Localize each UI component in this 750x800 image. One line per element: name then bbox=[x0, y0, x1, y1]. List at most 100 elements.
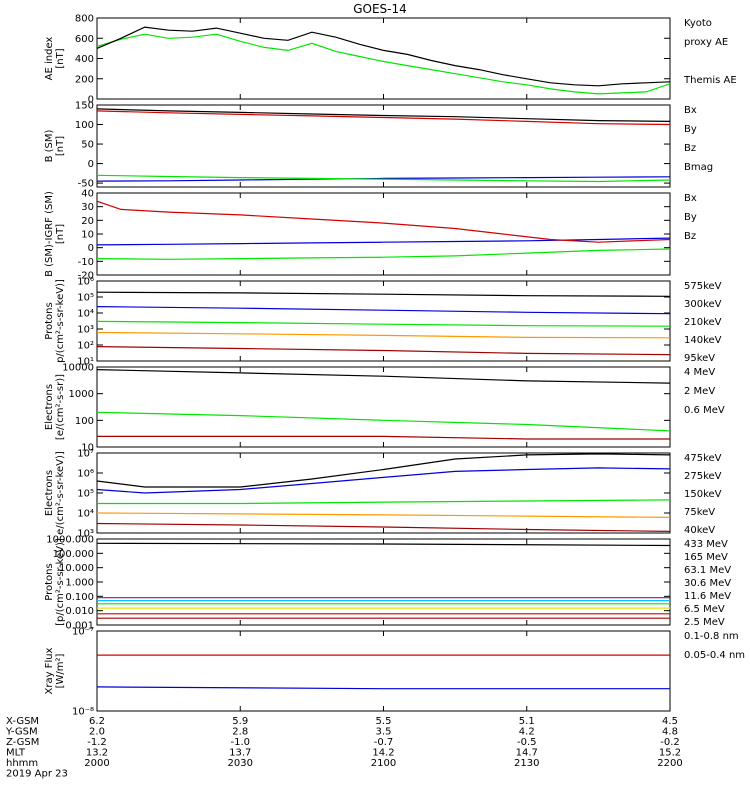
panel-7: 0.001 0.010 0.100 1.000 10.000 100.000 1000.00… bbox=[44, 535, 731, 632]
legend-entry: 300keV bbox=[684, 299, 722, 310]
y-axis-title: Protons bbox=[44, 302, 55, 339]
y-tick-label: 0.010 bbox=[65, 606, 94, 617]
y-tick-label: 10³ bbox=[77, 529, 94, 540]
y-tick-label: 1000 bbox=[69, 389, 94, 400]
legend-entry: 4 MeV bbox=[684, 367, 715, 378]
y-tick-label: 1000.000 bbox=[46, 535, 94, 546]
legend-entry: 6.5 MeV bbox=[684, 604, 725, 615]
series-group bbox=[97, 200, 670, 260]
ephemeris-value: 2.0 bbox=[89, 727, 105, 738]
series-line bbox=[97, 435, 670, 440]
ephemeris-row-label: Z-GSM bbox=[6, 737, 39, 748]
y-tick-label: 10³ bbox=[77, 325, 94, 336]
legend-entry: 165 MeV bbox=[684, 552, 728, 563]
legend-entry: By bbox=[684, 124, 697, 135]
legend-entry: 433 MeV bbox=[684, 539, 728, 550]
y-axis-title: Protons bbox=[44, 563, 55, 600]
ephemeris-row-label: hhmm bbox=[6, 758, 38, 769]
ephemeris-value: 4.8 bbox=[662, 727, 678, 738]
panel-frame bbox=[96, 192, 671, 276]
y-axis-title: Xray Flux bbox=[44, 647, 55, 694]
series-line bbox=[97, 306, 670, 315]
y-tick-label: 10 bbox=[81, 230, 94, 241]
date-label: 2019 Apr 23 bbox=[6, 769, 68, 780]
legend-entry: Bx bbox=[684, 193, 697, 204]
legend-entry: 2 MeV bbox=[684, 386, 715, 397]
series-line bbox=[97, 542, 670, 547]
series-line bbox=[97, 499, 670, 505]
y-tick-label: 0.100 bbox=[65, 592, 94, 603]
ephemeris-value: 6.2 bbox=[89, 716, 105, 727]
y-tick-label: 600 bbox=[75, 34, 94, 45]
series-line bbox=[97, 237, 670, 246]
series-line bbox=[97, 453, 670, 488]
y-axis-title: B (SM) bbox=[44, 129, 55, 162]
series-line bbox=[97, 291, 670, 297]
series-group bbox=[97, 26, 670, 95]
y-axis-title: [e/(cm²-s-sr)] bbox=[55, 374, 66, 440]
y-tick-label: 50 bbox=[81, 140, 94, 151]
y-tick-label: 150 bbox=[75, 101, 94, 112]
ephemeris-value: 4.5 bbox=[662, 716, 678, 727]
y-axis-title: [nT] bbox=[55, 48, 66, 68]
series-line bbox=[97, 369, 670, 384]
panel-frame bbox=[96, 538, 671, 626]
series-line bbox=[97, 33, 670, 95]
ephemeris-value: -1.2 bbox=[87, 737, 107, 748]
series-line bbox=[97, 26, 670, 87]
y-tick-label: 0.001 bbox=[65, 621, 94, 632]
y-axis-title: B (SM)-IGRF (SM) bbox=[44, 191, 55, 277]
y-tick-label: 10 bbox=[81, 443, 94, 454]
legend-entry: Kyoto bbox=[684, 18, 712, 29]
ephemeris-value: 2.8 bbox=[232, 727, 248, 738]
legend-entry: 0.05-0.4 nm bbox=[684, 650, 745, 661]
y-axis-title: Electrons bbox=[44, 384, 55, 430]
legend-entry: 40keV bbox=[684, 525, 715, 536]
series-group bbox=[97, 291, 670, 356]
legend-entry: 95keV bbox=[684, 353, 715, 364]
panel-2: -50 0 50 100 150 B (SM) [nT] Bx By Bz Bmag bbox=[44, 101, 713, 190]
series-line bbox=[97, 522, 670, 532]
series-line bbox=[97, 174, 670, 183]
y-tick-label: 10.000 bbox=[59, 563, 94, 574]
y-tick-label: 10⁻⁷ bbox=[72, 627, 94, 638]
ephemeris-value: -1.0 bbox=[230, 737, 250, 748]
ephemeris-value: 2200 bbox=[657, 758, 682, 769]
series-group bbox=[97, 369, 670, 440]
y-tick-label: 40 bbox=[81, 189, 94, 200]
ephemeris-value: -0.5 bbox=[517, 737, 537, 748]
series-line bbox=[97, 110, 670, 126]
ephemeris-table: X-GSM 6.2 5.9 5.5 5.1 4.5 Y-GSM 2.0 2.8 3.5 4.2 4.8… bbox=[5, 716, 683, 780]
panel-8: 10⁻⁸ 10⁻⁷ Xray Flux [W/m²] 0.1-0.8 nm 0.05-0.… bbox=[44, 627, 745, 718]
panel-3: -20 -10 0 10 20 30 40 B (SM)-IGRF (SM) [nT] Bx By B… bbox=[44, 189, 697, 282]
legend-entry: 140keV bbox=[684, 335, 722, 346]
ephemeris-row-label: MLT bbox=[6, 748, 26, 759]
series-line bbox=[97, 686, 670, 690]
ephemeris-value: 5.5 bbox=[376, 716, 392, 727]
y-tick-label: 0 bbox=[88, 159, 94, 170]
y-tick-label: 10⁴ bbox=[77, 509, 94, 520]
series-line bbox=[97, 320, 670, 327]
legend-entry: 475keV bbox=[684, 453, 722, 464]
ephemeris-value: 5.9 bbox=[232, 716, 248, 727]
legend-entry: Bx bbox=[684, 105, 697, 116]
legend-entry: 210keV bbox=[684, 317, 722, 328]
series-group bbox=[97, 453, 670, 532]
series-group bbox=[97, 542, 670, 619]
y-tick-label: -20 bbox=[78, 271, 94, 282]
ephemeris-value: 2100 bbox=[371, 758, 396, 769]
y-axis-title: p/(cm²-s-sr-keV)] bbox=[55, 279, 66, 363]
y-axis-title: AE index bbox=[44, 37, 55, 81]
series-line bbox=[97, 248, 670, 260]
ephemeris-value: 2130 bbox=[514, 758, 539, 769]
legend-entry: 63.1 MeV bbox=[684, 565, 731, 576]
y-tick-label: 1.000 bbox=[65, 578, 94, 589]
legend-entry: Bz bbox=[684, 143, 696, 154]
panel-frame bbox=[96, 366, 671, 448]
y-axis-title: [nT] bbox=[55, 224, 66, 244]
y-tick-label: 20 bbox=[81, 216, 94, 227]
series-line bbox=[97, 200, 670, 243]
series-line bbox=[97, 176, 670, 182]
y-tick-label: 10¹ bbox=[77, 357, 94, 368]
